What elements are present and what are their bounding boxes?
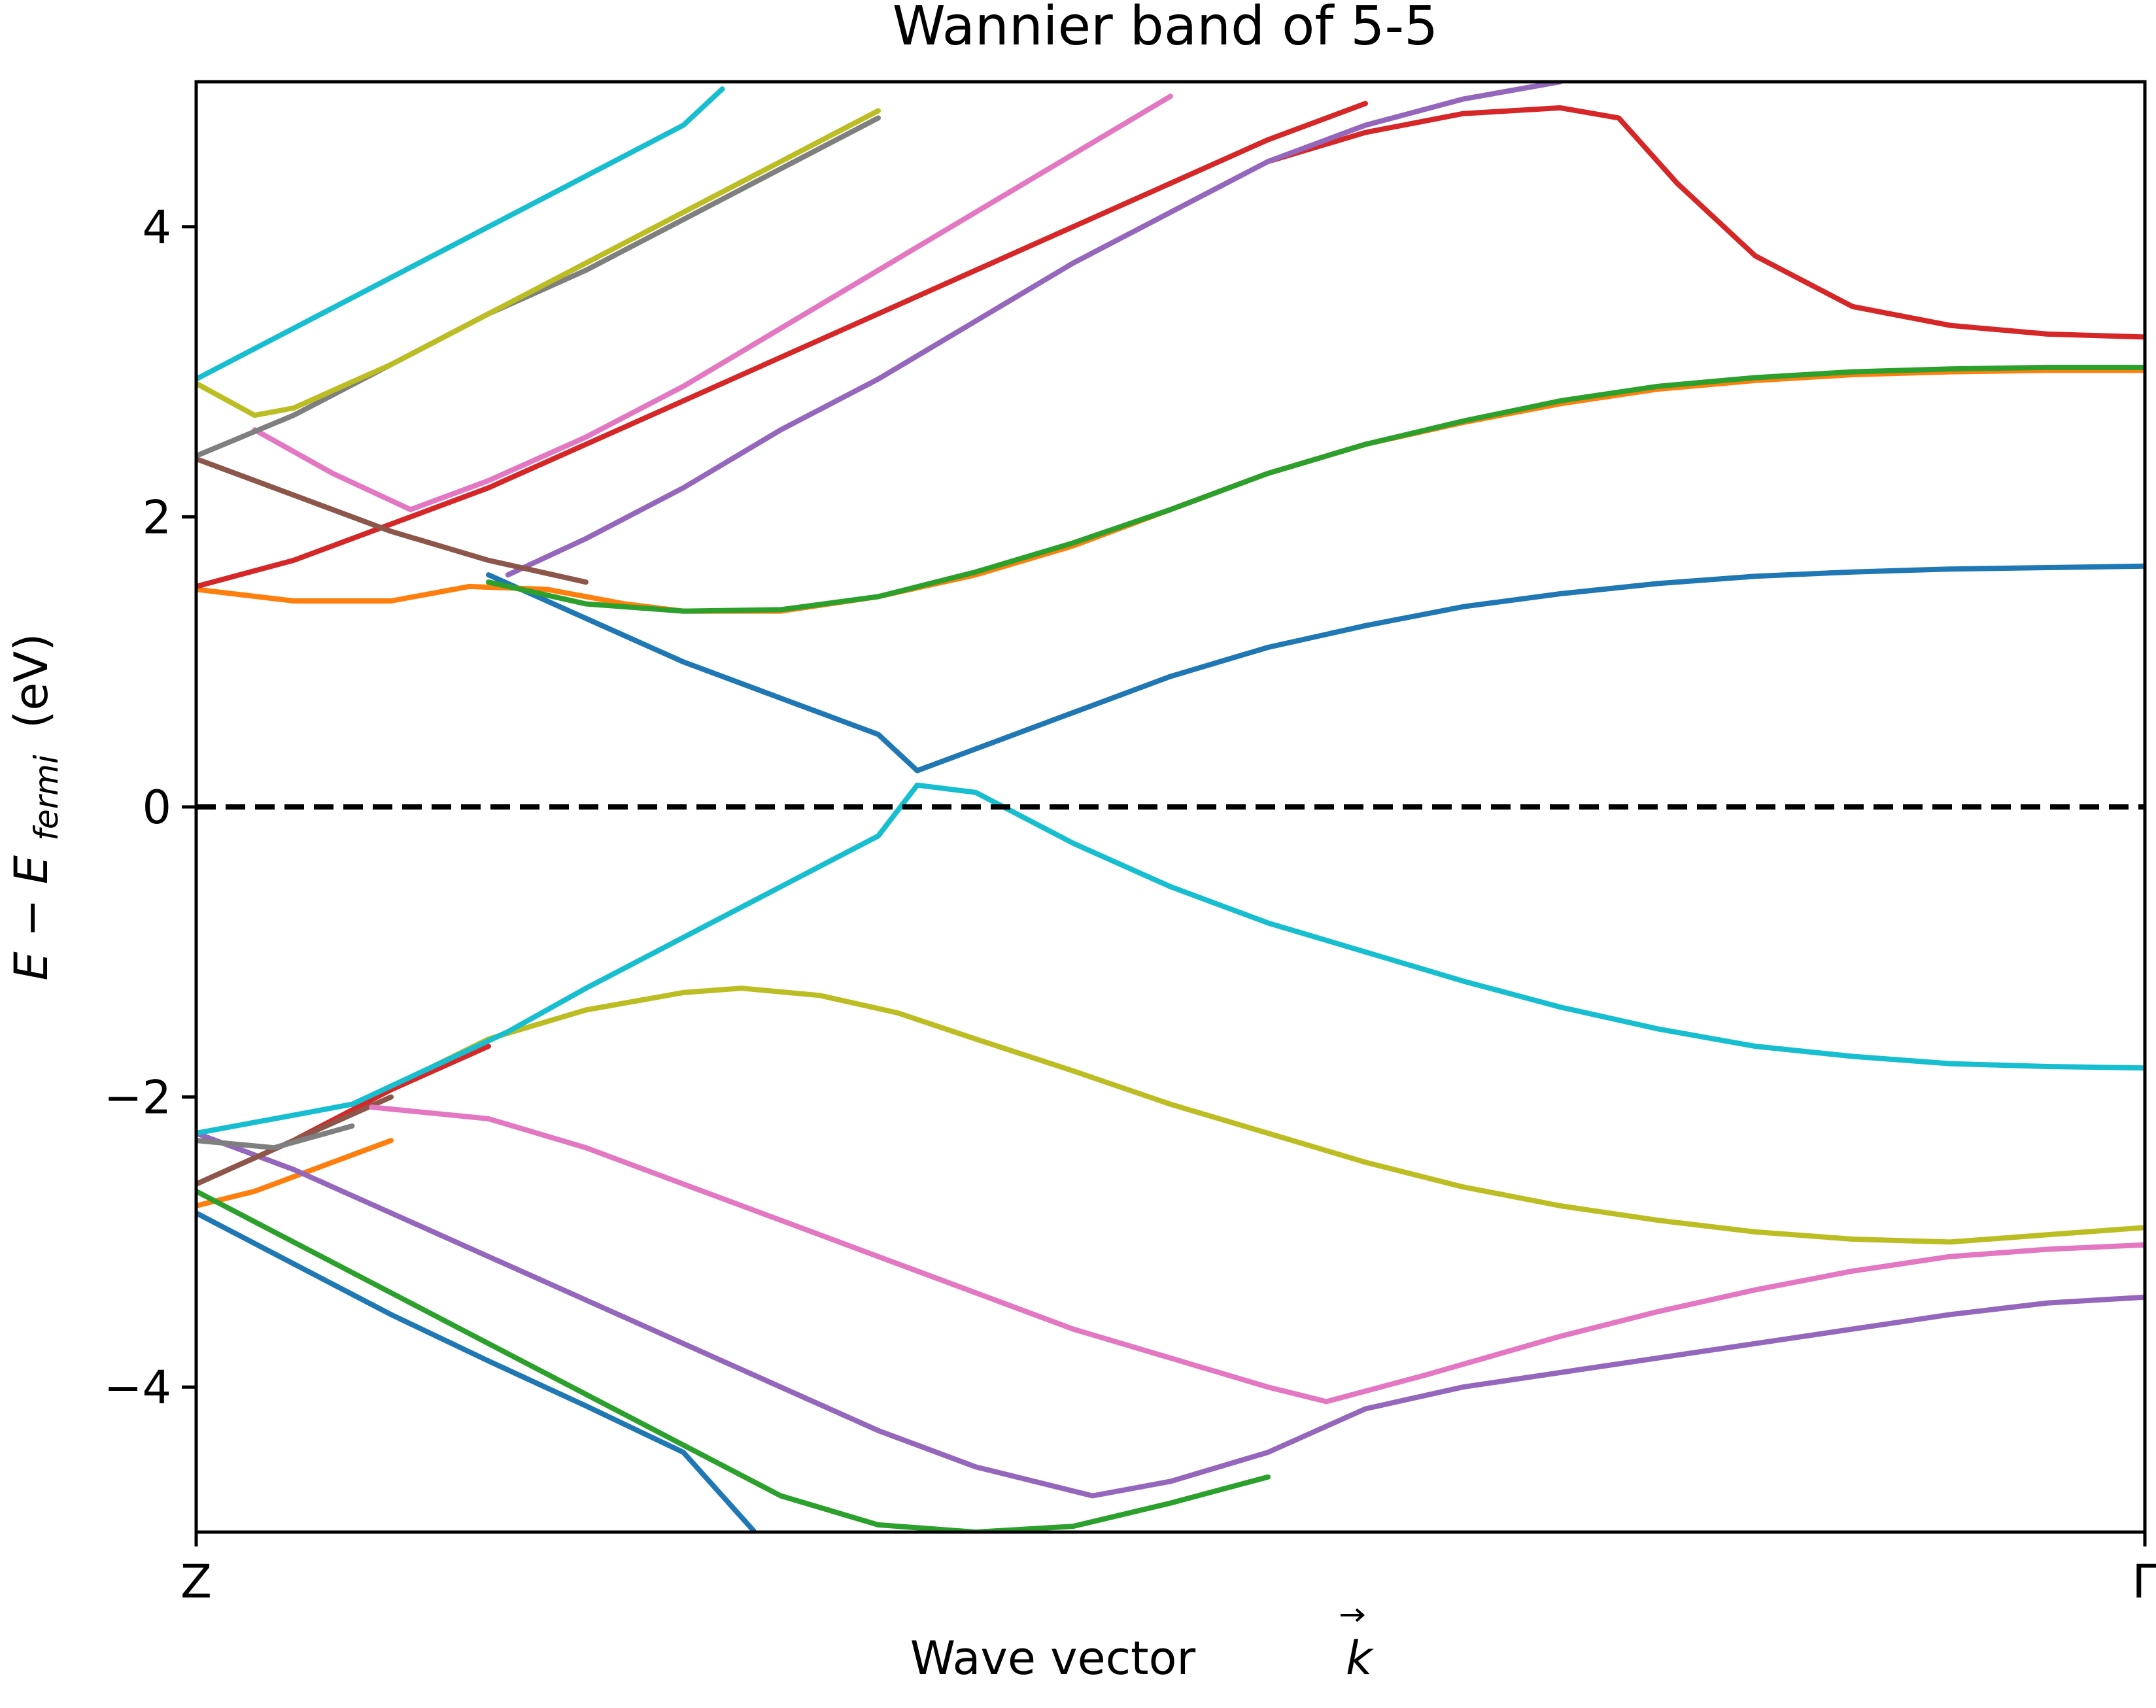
band-line-12 bbox=[486, 572, 920, 774]
band-line-1 bbox=[196, 1210, 757, 1532]
y-tick-label: −2 bbox=[104, 1071, 171, 1125]
y-tick-label: 2 bbox=[142, 490, 171, 544]
band-line-22 bbox=[196, 86, 725, 382]
band-line-14 bbox=[486, 364, 2145, 614]
band-line-5 bbox=[196, 1131, 2145, 1499]
band-line-21 bbox=[196, 108, 881, 418]
y-tick-label: 4 bbox=[142, 201, 171, 254]
plot-area bbox=[196, 82, 2145, 1532]
band-line-11 bbox=[914, 563, 2145, 774]
y-axis-label: E − E fermi (eV) bbox=[5, 633, 69, 980]
y-tick-label: 0 bbox=[142, 781, 171, 834]
band-line-8 bbox=[196, 1123, 355, 1151]
chart-title: Wannier band of 5-5 bbox=[893, 0, 1438, 58]
band-line-17 bbox=[505, 82, 1563, 578]
band-line-3 bbox=[196, 1188, 1271, 1532]
band-line-2 bbox=[196, 1138, 394, 1208]
band-line-9 bbox=[427, 985, 2145, 1245]
x-tick-label: Z bbox=[180, 1555, 212, 1609]
band-line-10 bbox=[196, 782, 2145, 1136]
band-line-20 bbox=[196, 115, 881, 459]
band-line-18 bbox=[196, 456, 589, 585]
band-line-15 bbox=[196, 101, 1368, 589]
band-line-7 bbox=[369, 1104, 2145, 1405]
x-axis-symbol: k bbox=[1346, 1631, 1374, 1685]
x-tick-label: Γ bbox=[2132, 1555, 2156, 1609]
y-axis-ticks: 4 2 0 −2 −4 bbox=[104, 201, 196, 1414]
band-line-19 bbox=[252, 94, 1173, 513]
y-tick-label: −4 bbox=[104, 1361, 171, 1414]
vector-arrow-icon bbox=[1341, 1608, 1365, 1622]
band-line-16 bbox=[1265, 105, 2145, 340]
x-axis-label: Wave vector bbox=[910, 1631, 1196, 1685]
